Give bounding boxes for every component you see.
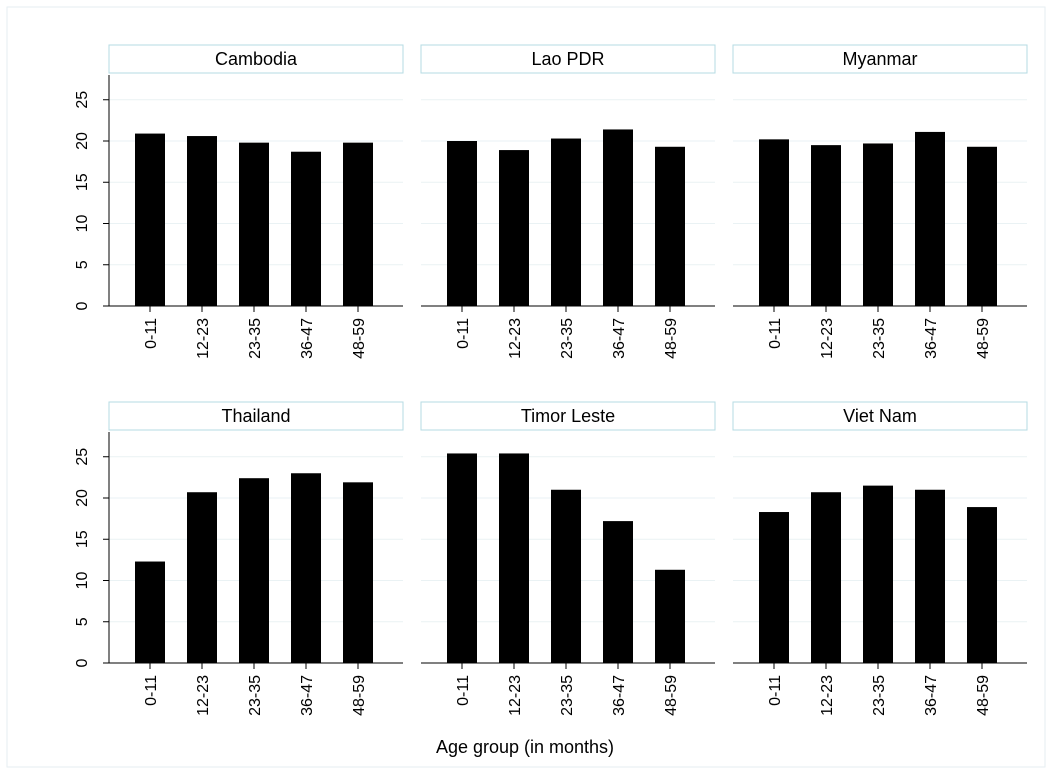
bar: [551, 138, 581, 306]
bar: [915, 489, 945, 663]
y-tick-label: 10: [74, 215, 91, 233]
x-tick-label: 23-35: [247, 318, 264, 359]
panel-header-box: [732, 44, 1028, 74]
x-tick-label: 12-23: [819, 675, 836, 716]
x-tick-label: 36-47: [611, 318, 628, 359]
x-tick-label: 36-47: [299, 318, 316, 359]
bar: [863, 143, 893, 306]
bar: [967, 146, 997, 306]
x-tick-label: 12-23: [819, 318, 836, 359]
panel-header-box: [420, 401, 716, 431]
x-tick-label: 23-35: [559, 318, 576, 359]
panel-title: Timor Leste: [521, 406, 615, 426]
bar: [135, 561, 165, 663]
bar: [291, 473, 321, 663]
y-tick-label: 5: [74, 260, 91, 269]
y-tick-label: 0: [74, 658, 91, 667]
panel-header-box: [108, 44, 404, 74]
y-tick-label: 25: [74, 448, 91, 466]
x-tick-label: 0-11: [143, 318, 160, 349]
x-tick-label: 12-23: [195, 318, 212, 359]
bar: [499, 150, 529, 306]
bar: [187, 492, 217, 663]
x-tick-label: 48-59: [975, 675, 992, 716]
y-tick-label: 10: [74, 572, 91, 590]
x-tick-label: 48-59: [663, 675, 680, 716]
panel-header-box: [108, 401, 404, 431]
y-tick-label: 20: [74, 489, 91, 507]
x-tick-label: 12-23: [507, 675, 524, 716]
x-tick-label: 23-35: [871, 675, 888, 716]
bar: [343, 482, 373, 663]
x-tick-label: 48-59: [351, 318, 368, 359]
x-tick-label: 23-35: [871, 318, 888, 359]
bar: [759, 139, 789, 306]
x-tick-label: 23-35: [247, 675, 264, 716]
x-tick-label: 36-47: [923, 675, 940, 716]
x-tick-label: 0-11: [455, 675, 472, 706]
bar: [655, 569, 685, 663]
panel-title: Thailand: [221, 406, 290, 426]
panel-header-box: [420, 44, 716, 74]
y-tick-label: 25: [74, 91, 91, 109]
x-tick-label: 0-11: [143, 675, 160, 706]
y-tick-label: 15: [74, 173, 91, 191]
x-axis-title: Age group (in months): [436, 737, 614, 757]
panel-title: Lao PDR: [531, 49, 604, 69]
bar: [239, 478, 269, 663]
x-tick-label: 0-11: [455, 318, 472, 349]
panel-title: Viet Nam: [843, 406, 917, 426]
bar: [759, 512, 789, 663]
bar: [551, 489, 581, 663]
x-tick-label: 23-35: [559, 675, 576, 716]
x-tick-label: 36-47: [611, 675, 628, 716]
y-tick-label: 5: [74, 617, 91, 626]
bar: [967, 507, 997, 663]
bar: [603, 129, 633, 306]
bar: [915, 131, 945, 306]
bar: [811, 145, 841, 306]
x-tick-label: 36-47: [923, 318, 940, 359]
x-tick-label: 0-11: [767, 318, 784, 349]
bar: [343, 142, 373, 306]
x-tick-label: 12-23: [507, 318, 524, 359]
x-tick-label: 36-47: [299, 675, 316, 716]
x-tick-label: 48-59: [351, 675, 368, 716]
x-tick-label: 12-23: [195, 675, 212, 716]
bar: [447, 453, 477, 663]
bar: [603, 521, 633, 663]
x-tick-label: 48-59: [663, 318, 680, 359]
panel-header-box: [732, 401, 1028, 431]
y-tick-label: 15: [74, 530, 91, 548]
y-tick-label: 0: [74, 301, 91, 310]
y-tick-label: 20: [74, 132, 91, 150]
bar: [135, 133, 165, 306]
bar: [291, 151, 321, 306]
x-tick-label: 48-59: [975, 318, 992, 359]
bar: [187, 136, 217, 306]
bar: [863, 485, 893, 663]
panel-title: Myanmar: [842, 49, 917, 69]
bar: [811, 492, 841, 663]
x-tick-label: 0-11: [767, 675, 784, 706]
bar: [499, 453, 529, 663]
bar: [447, 141, 477, 306]
panel-title: Cambodia: [215, 49, 298, 69]
bar: [239, 142, 269, 306]
bar: [655, 146, 685, 306]
